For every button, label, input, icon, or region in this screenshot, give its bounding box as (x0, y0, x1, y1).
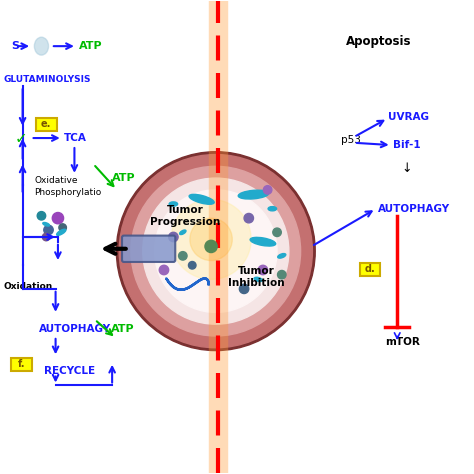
Text: Apoptosis: Apoptosis (346, 35, 411, 48)
Circle shape (244, 213, 254, 223)
Circle shape (277, 271, 286, 279)
Text: Tumor
Inhibition: Tumor Inhibition (228, 266, 284, 288)
Text: d.: d. (365, 264, 375, 274)
Ellipse shape (57, 229, 66, 236)
Circle shape (159, 265, 169, 275)
Circle shape (179, 252, 187, 260)
Text: Phosphorylatio: Phosphorylatio (35, 188, 101, 197)
Circle shape (117, 152, 315, 351)
Ellipse shape (189, 194, 214, 204)
Circle shape (37, 211, 46, 220)
Text: ↓: ↓ (401, 162, 412, 175)
Ellipse shape (169, 202, 178, 206)
Text: Oxidative: Oxidative (35, 176, 78, 185)
FancyBboxPatch shape (122, 236, 175, 262)
Ellipse shape (238, 190, 269, 199)
Ellipse shape (250, 237, 276, 246)
Text: Oxidation: Oxidation (4, 282, 53, 291)
Circle shape (171, 199, 251, 279)
Circle shape (119, 155, 312, 348)
Text: UVRAG: UVRAG (388, 112, 429, 122)
FancyBboxPatch shape (11, 358, 32, 371)
Text: ATP: ATP (111, 324, 135, 334)
Circle shape (258, 265, 268, 275)
FancyBboxPatch shape (359, 263, 380, 276)
Ellipse shape (35, 37, 48, 55)
Circle shape (143, 178, 289, 324)
Circle shape (44, 225, 53, 235)
Text: RECYCLE: RECYCLE (44, 366, 95, 376)
Ellipse shape (180, 230, 186, 235)
Text: TCA: TCA (64, 133, 87, 143)
Circle shape (273, 228, 281, 237)
Text: S: S (11, 41, 19, 51)
Ellipse shape (278, 254, 286, 258)
Text: Bif-1: Bif-1 (392, 140, 420, 150)
Ellipse shape (43, 222, 49, 226)
Circle shape (52, 212, 64, 224)
Circle shape (42, 233, 50, 241)
Circle shape (239, 284, 249, 293)
Circle shape (169, 232, 178, 242)
Text: f.: f. (18, 359, 25, 369)
Text: mTOR: mTOR (385, 337, 420, 346)
Ellipse shape (268, 207, 277, 211)
Text: AUTOPHAGY: AUTOPHAGY (39, 324, 111, 334)
Text: AUTOPHAGY: AUTOPHAGY (378, 204, 450, 214)
Circle shape (264, 186, 272, 194)
Text: ATP: ATP (79, 41, 103, 51)
Ellipse shape (254, 277, 262, 282)
Text: e.: e. (41, 119, 51, 129)
Text: p53: p53 (341, 136, 361, 146)
Text: GLUTAMINOLYSIS: GLUTAMINOLYSIS (4, 74, 91, 83)
Text: Tumor
Progression: Tumor Progression (150, 205, 220, 227)
Circle shape (189, 262, 196, 269)
FancyBboxPatch shape (36, 118, 56, 130)
Text: ATP: ATP (112, 173, 136, 183)
Text: ✓: ✓ (15, 130, 27, 146)
Circle shape (205, 240, 217, 253)
Circle shape (155, 190, 277, 312)
Circle shape (131, 166, 301, 336)
Circle shape (190, 218, 232, 261)
Circle shape (59, 224, 66, 231)
